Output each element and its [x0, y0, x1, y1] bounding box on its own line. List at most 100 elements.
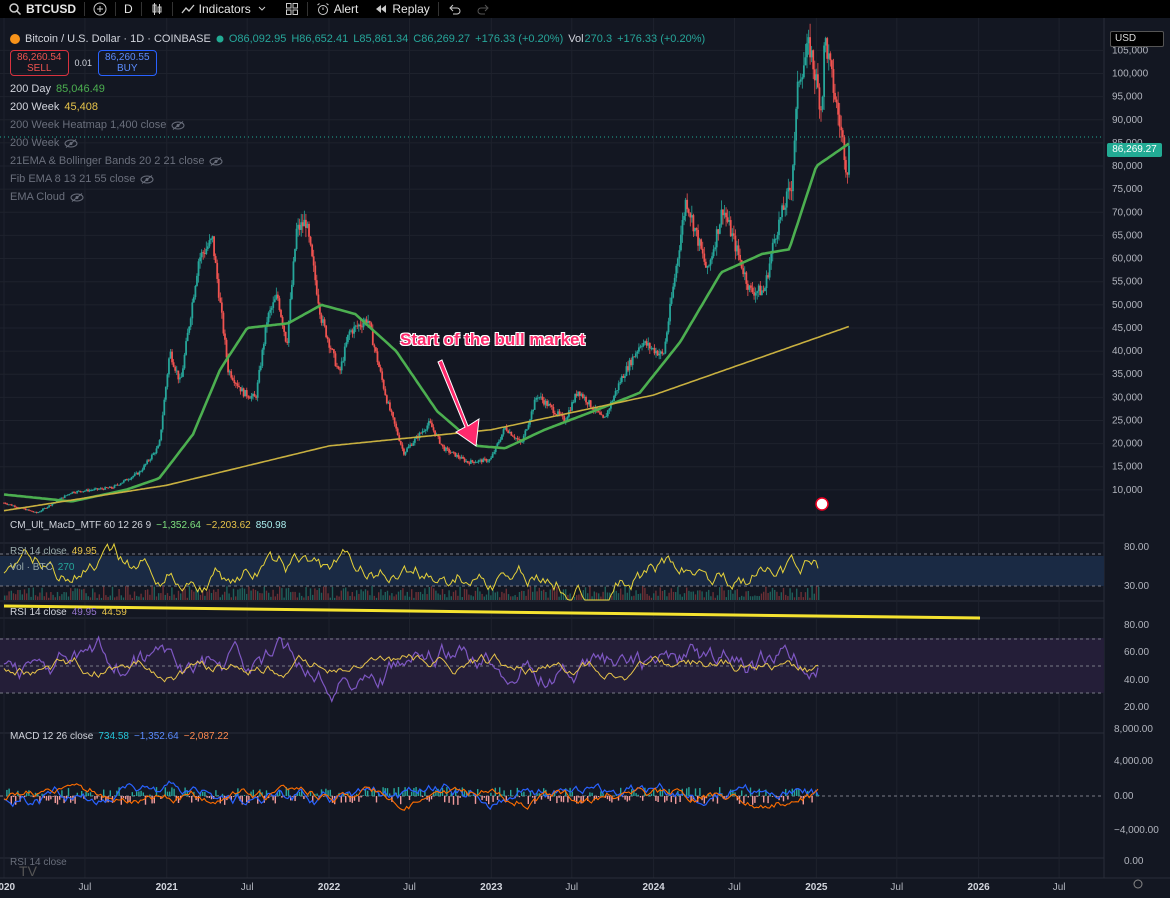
compare-symbol-button[interactable]	[85, 0, 115, 18]
candle-body	[830, 60, 833, 70]
chart-type-button[interactable]	[142, 0, 172, 18]
macd-histogram-bar	[670, 796, 672, 803]
eye-hidden-icon[interactable]	[140, 174, 154, 184]
candle-body	[768, 263, 771, 278]
eye-hidden-icon[interactable]	[209, 156, 223, 166]
rsi-small-tick-label: 30.00	[1124, 581, 1149, 592]
macd-histogram-bar	[103, 789, 105, 796]
candle-body	[127, 479, 130, 481]
undo-button[interactable]	[439, 0, 469, 18]
candle-body	[80, 491, 83, 493]
volume-bar	[657, 595, 659, 600]
interval-button[interactable]: D	[116, 0, 141, 18]
volume-bar	[492, 589, 494, 600]
macd-histogram-bar	[562, 796, 565, 803]
candle-body	[743, 272, 746, 275]
time-tick-label: Jul	[1053, 882, 1066, 893]
volume-bar	[628, 587, 631, 600]
candle-body	[638, 347, 640, 352]
candle-body	[636, 351, 639, 354]
indicator-row[interactable]: 200 Week Heatmap 1,400 close	[10, 116, 705, 134]
macd-histogram-bar	[206, 796, 208, 798]
volume-bar	[677, 586, 679, 600]
volume-bar	[578, 594, 580, 600]
candle-body	[385, 395, 388, 404]
volume-bar	[780, 592, 782, 600]
currency-selector[interactable]: USD	[1110, 31, 1164, 47]
volume-bar	[197, 589, 199, 600]
macd-histogram-bar	[191, 796, 193, 803]
price-tick-label: 105,000	[1112, 45, 1149, 56]
volume-bar	[622, 594, 624, 600]
volume-bar	[15, 594, 17, 600]
candle-body	[225, 339, 228, 358]
indicator-row[interactable]: 200 Week	[10, 134, 705, 152]
volume-bar	[727, 589, 730, 600]
macd-histogram-bar	[554, 791, 556, 796]
macd-histogram-bar	[56, 796, 59, 805]
eye-hidden-icon[interactable]	[64, 138, 78, 148]
candle-body	[112, 487, 114, 489]
macd-histogram-bar	[525, 795, 527, 796]
eye-hidden-icon[interactable]	[171, 120, 185, 130]
indicator-name: 200 Week Heatmap 1,400 close	[10, 119, 167, 131]
indicator-name: 200 Week	[10, 101, 60, 113]
indicator-row[interactable]: Fib EMA 8 13 21 55 close	[10, 170, 705, 188]
volume-bar	[270, 596, 272, 600]
replay-button[interactable]: Replay	[366, 0, 437, 18]
candle-body	[673, 277, 676, 287]
volume-bar	[125, 586, 127, 600]
candle-body	[45, 508, 47, 509]
redo-button[interactable]	[469, 0, 499, 18]
volume-bar	[72, 591, 74, 600]
candle-body	[236, 383, 239, 386]
candle-body	[98, 488, 100, 490]
volume-bar	[107, 596, 109, 600]
templates-button[interactable]	[277, 0, 307, 18]
indicator-row[interactable]: 21EMA & Bollinger Bands 20 2 21 close	[10, 152, 705, 170]
interval-label: D	[124, 2, 133, 16]
chart-canvas[interactable]: 105,000100,00095,00090,00085,00080,00075…	[0, 18, 1170, 898]
buy-button[interactable]: 86,260.55 BUY	[98, 50, 157, 76]
volume-bar	[499, 597, 501, 600]
candle-body	[267, 312, 270, 323]
candle-body	[634, 353, 637, 357]
candle-body	[779, 217, 782, 220]
sell-button[interactable]: 86,260.54 SELL	[10, 50, 69, 76]
settings-gear-icon[interactable]	[1133, 879, 1143, 889]
volume-bar	[199, 594, 202, 600]
indicator-list: 200 Day 85,046.49 200 Week 45,408 200 Week H…	[10, 80, 705, 206]
indicator-row[interactable]: 200 Day 85,046.49	[10, 80, 705, 98]
chart-annotation[interactable]: Start of the bull market	[400, 330, 586, 349]
symbol-label: BTCUSD	[26, 2, 76, 16]
macd-histogram-bar	[688, 787, 690, 796]
indicator-name: 21EMA & Bollinger Bands 20 2 21 close	[10, 155, 205, 167]
candle-body	[242, 388, 245, 397]
macd-histogram-bar	[719, 787, 721, 796]
indicators-button[interactable]: Indicators	[173, 0, 277, 18]
volume-bar	[362, 591, 364, 600]
eye-hidden-icon[interactable]	[70, 192, 84, 202]
candle-body	[582, 394, 584, 398]
macd-histogram-bar	[364, 788, 367, 796]
price-tick-label: 100,000	[1112, 69, 1149, 80]
volume-bar	[694, 594, 697, 600]
candle-body	[258, 369, 261, 383]
candle-body	[255, 396, 258, 398]
alert-button[interactable]: Alert	[308, 0, 367, 18]
indicator-row[interactable]: 200 Week 45,408	[10, 98, 705, 116]
candle-body	[169, 351, 172, 359]
candle-body	[306, 223, 309, 228]
macd-histogram-bar	[351, 796, 353, 803]
volume-bar	[437, 593, 439, 600]
indicator-row[interactable]: EMA Cloud	[10, 188, 705, 206]
candle-body	[130, 477, 133, 480]
macd-histogram-bar	[367, 790, 369, 796]
symbol-search[interactable]: BTCUSD	[0, 0, 84, 18]
volume-bar	[580, 593, 582, 600]
candle-body	[767, 275, 769, 278]
toolbar-divider	[115, 2, 116, 16]
candle-body	[322, 319, 324, 323]
macd-histogram-bar	[505, 796, 507, 801]
candle-body	[211, 236, 214, 239]
